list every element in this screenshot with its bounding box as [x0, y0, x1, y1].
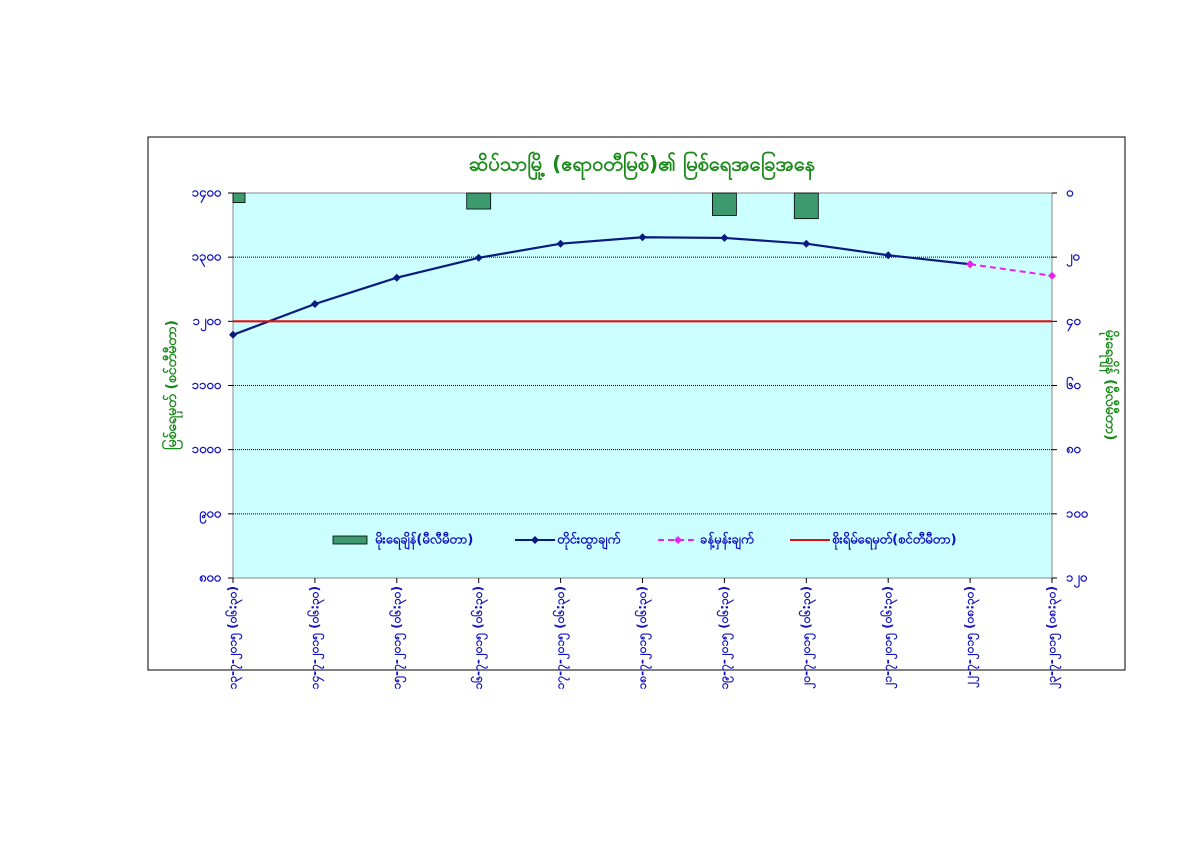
y2-tick-label: ၆၀: [1066, 376, 1081, 393]
x-tick-label: ၂၁-၇-၂၀၁၅ (၀၆:၃၀): [879, 586, 899, 689]
point-marker: [802, 239, 811, 248]
y-tick-label: ၁၄၀၀: [192, 186, 222, 204]
legend-marker: [531, 536, 539, 544]
y2-tick-label: ၂၀: [1066, 250, 1080, 268]
point-marker: [556, 239, 565, 248]
y-axis-label: မြစ်ရေမှတ် (စင်တီမီတာ): [162, 320, 183, 450]
y-tick-label: ၁၀၀၀: [192, 442, 222, 457]
y2-tick-label: ၈၀: [1066, 442, 1081, 457]
point-marker: [229, 330, 237, 339]
point-marker: [1048, 271, 1056, 280]
y-tick-label: ၁၃၀၀: [192, 250, 222, 268]
y2-tick-label: ၁၂၀: [1066, 571, 1088, 589]
x-tick-label: ၁၈-၇-၂၀၁၅ (၀၆:၃၀): [633, 586, 653, 689]
x-tick-label: ၁၉-၇-၂၀၁၅ (၀၆:၃၀): [715, 586, 735, 689]
y-tick-label: ၈၀၀: [199, 571, 222, 586]
x-tick-label: ၂၀-၇-၂၀၁၅ (၀၆:၃၀): [797, 586, 817, 689]
y2-tick-label: ၀: [1066, 186, 1074, 201]
series-line: [232, 236, 971, 336]
point-marker: [966, 260, 975, 269]
rain-bar: [466, 192, 492, 210]
x-tick-label: ၁၆-၇-၂၀၁၅ (၀၆:၃၀): [469, 586, 489, 689]
y-tick-label: ၁၂၀၀: [193, 314, 222, 332]
point-marker: [884, 251, 893, 260]
point-marker: [310, 300, 319, 309]
x-tick-label: ၁၅-၇-၂၀၁၅ (၀၆:၃၀): [387, 586, 407, 689]
x-tick-label: ၁၄-၇-၂၀၁၅ (၀၆:၃၀): [305, 586, 325, 689]
legend-label: ခန့်မှန်းချက်: [700, 531, 754, 551]
point-marker: [474, 253, 483, 262]
rain-bar: [232, 192, 246, 204]
x-tick-label: ၂၂-၇-၂၀၁၅ (၀၈:၃၀): [963, 586, 981, 689]
x-tick-label: ၁၇-၇-၂၀၁၅ (၀၆:၃၀): [551, 586, 571, 689]
series-line: [969, 263, 1053, 277]
legend-label: မိုးရေချိန်(မီလီမီတာ): [375, 531, 473, 551]
legend-swatch: [332, 535, 368, 545]
y2-tick-label: ၄၀: [1066, 314, 1081, 332]
point-marker: [392, 273, 401, 282]
point-marker: [720, 233, 729, 242]
rain-bar: [712, 192, 737, 216]
x-tick-label: ၂၃-၇-၂၀၁၅ (၀၈:၃၀): [1045, 586, 1063, 690]
y2-axis-label: မိုးရေချိန် (မီလီမီတာ): [1099, 330, 1119, 441]
y-tick-label: ၁၁၀၀: [192, 378, 222, 393]
legend-label: စိုးရိမ်ရေမှတ်(စင်တီမီတာ): [832, 531, 957, 551]
legend-label: တိုင်းထွာချက်: [557, 531, 620, 551]
point-marker: [638, 233, 647, 242]
legend-marker: [674, 536, 682, 544]
x-tick-label: ၁၃-၇-၂၀၁၅ (၀၆:၃၀): [224, 586, 244, 689]
y-tick-label: ၉၀၀: [199, 506, 222, 524]
y2-tick-label: ၁၀၀: [1066, 506, 1089, 521]
rain-bar: [793, 192, 819, 220]
